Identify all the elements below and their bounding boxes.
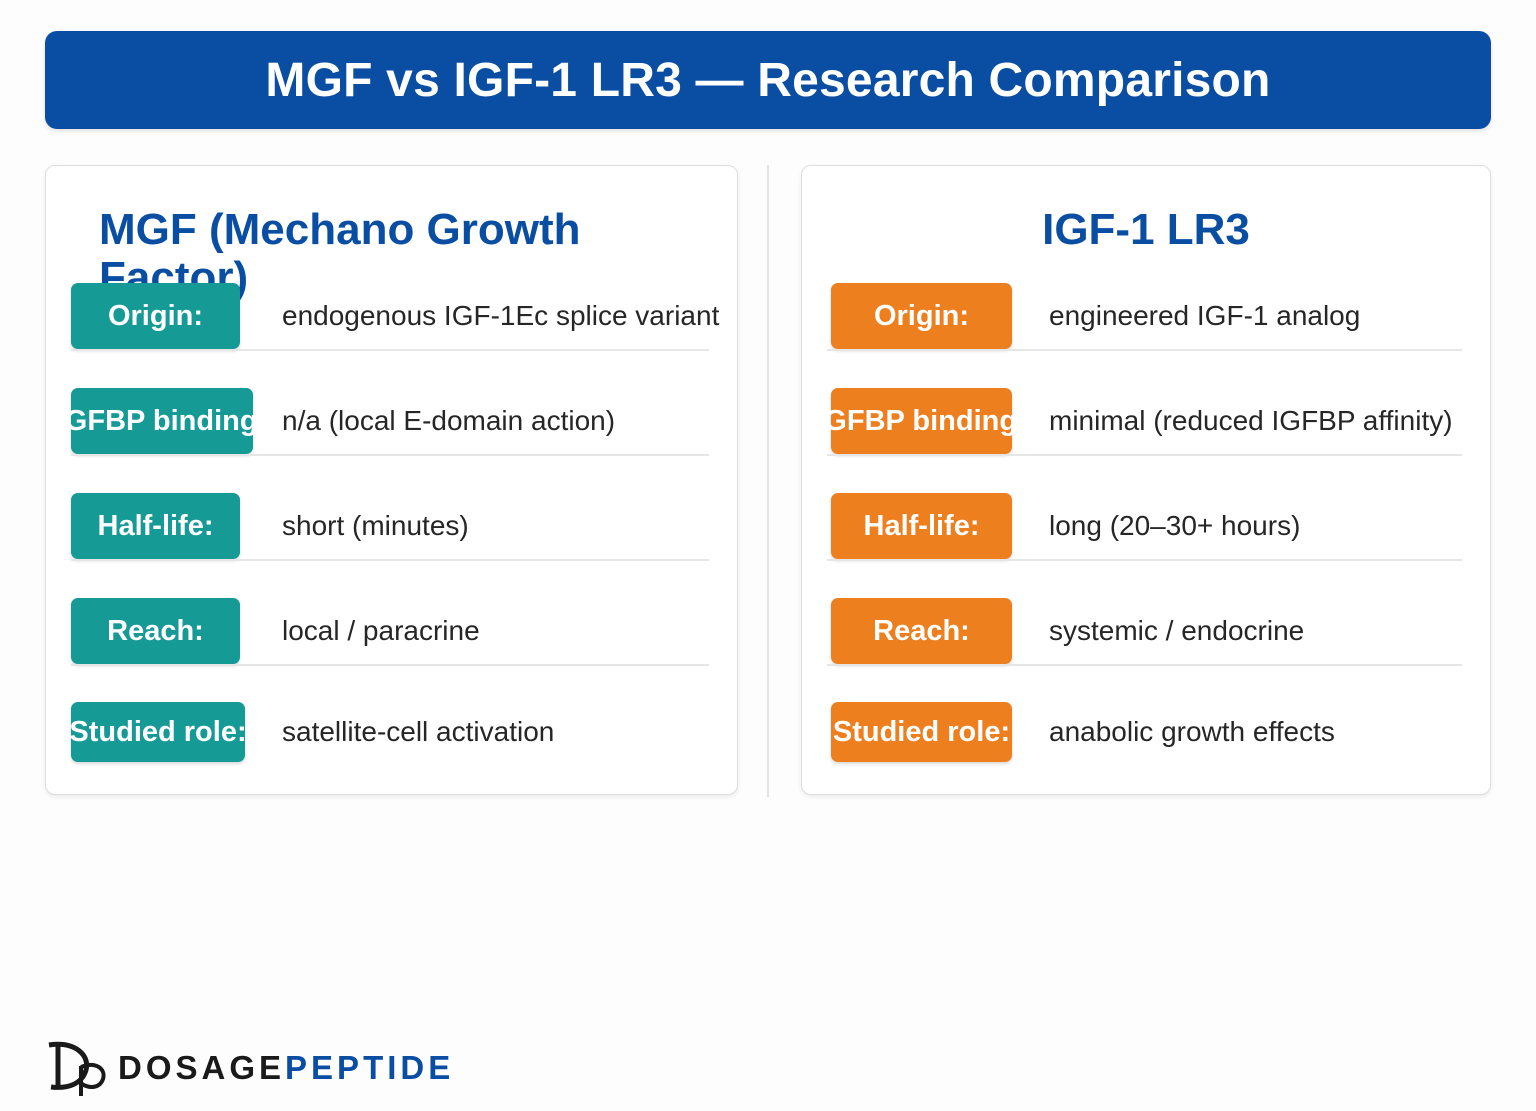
lr3-row-half-life: Half-life: long (20–30+ hours) [827, 491, 1462, 561]
mgf-label-origin: Origin: [71, 283, 240, 349]
mgf-row-igfbp: IGFBP binding: n/a (local E-domain actio… [57, 386, 709, 456]
mgf-label-igfbp: IGFBP binding: [57, 388, 267, 454]
mgf-row-role: Studied role: satellite-cell activation [69, 697, 709, 767]
row-separator [827, 454, 1462, 456]
brand-word-dosage: DOSAGE [118, 1049, 286, 1086]
lr3-row-reach: Reach: systemic / endocrine [827, 596, 1462, 666]
mgf-card: MGF (Mechano Growth Factor) Origin: endo… [45, 165, 738, 795]
mgf-value-reach: local / paracrine [282, 615, 480, 646]
lr3-card: IGF-1 LR3 Origin: engineered IGF-1 analo… [801, 165, 1491, 795]
mgf-value-origin: endogenous IGF-1Ec splice variant [282, 300, 720, 331]
mgf-value-role: satellite-cell activation [282, 716, 555, 747]
mgf-value-half-life: short (minutes) [282, 510, 469, 541]
mgf-label-role: Studied role: [69, 702, 247, 762]
page-title: MGF vs IGF-1 LR3 — Research Comparison [265, 53, 1271, 107]
lr3-label-half-life: Half-life: [831, 493, 1012, 559]
column-divider [767, 165, 769, 797]
row-separator [827, 349, 1462, 351]
mgf-label-reach: Reach: [71, 598, 240, 664]
row-separator [71, 454, 709, 456]
lr3-row-origin: Origin: engineered IGF-1 analog [827, 281, 1462, 351]
lr3-label-reach: Reach: [831, 598, 1012, 664]
mgf-row-half-life: Half-life: short (minutes) [71, 491, 709, 561]
row-separator [71, 664, 709, 666]
lr3-label-role: Studied role: [831, 702, 1012, 762]
mgf-label-half-life: Half-life: [71, 493, 240, 559]
lr3-label-igfbp: IGFBP binding: [816, 388, 1027, 454]
lr3-row-igfbp: IGFBP binding: minimal (reduced IGFBP af… [816, 386, 1462, 456]
brand-wordmark: DOSAGEPEPTIDE [118, 1049, 454, 1087]
lr3-value-half-life: long (20–30+ hours) [1049, 510, 1301, 541]
mgf-row-origin: Origin: endogenous IGF-1Ec splice varian… [71, 281, 719, 351]
header-banner: MGF vs IGF-1 LR3 — Research Comparison [45, 31, 1491, 129]
row-separator [71, 349, 709, 351]
brand-logo: DOSAGEPEPTIDE [46, 1038, 454, 1098]
lr3-value-reach: systemic / endocrine [1049, 615, 1305, 646]
mgf-value-igfbp: n/a (local E-domain action) [282, 405, 616, 436]
lr3-card-title: IGF-1 LR3 [1042, 205, 1250, 254]
row-separator [71, 559, 709, 561]
lr3-row-role: Studied role: anabolic growth effects [827, 697, 1462, 767]
mgf-card-title: MGF (Mechano Growth Factor) [99, 205, 581, 302]
row-separator [827, 664, 1462, 666]
lr3-value-origin: engineered IGF-1 analog [1049, 300, 1361, 331]
dp-monogram-icon [48, 1041, 106, 1096]
lr3-value-igfbp: minimal (reduced IGFBP affinity) [1049, 405, 1453, 436]
lr3-value-role: anabolic growth effects [1049, 716, 1335, 747]
mgf-row-reach: Reach: local / paracrine [71, 596, 709, 666]
row-separator [827, 559, 1462, 561]
lr3-label-origin: Origin: [831, 283, 1012, 349]
brand-word-peptide: PEPTIDE [285, 1049, 455, 1086]
